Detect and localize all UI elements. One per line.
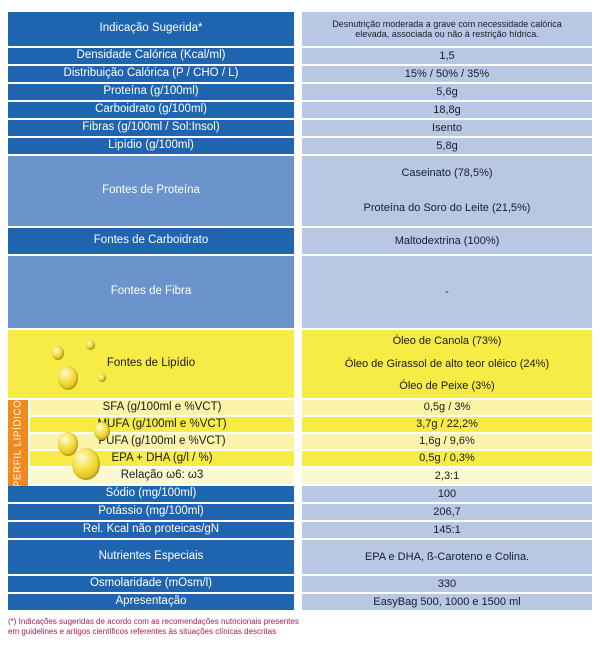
row-label: Proteína (g/100ml): [8, 84, 298, 102]
row-value: 5,6g: [302, 84, 592, 102]
table-row: Osmolaridade (mOsm/l) 330: [8, 576, 592, 594]
row-label: Fontes de Lipídio: [8, 330, 298, 400]
table-row: Lipídio (g/100ml) 5,8g: [8, 138, 592, 156]
row-label: Sódio (mg/100ml): [8, 486, 298, 504]
row-label: Fontes de Carboidrato: [8, 228, 298, 256]
row-label: Relação ω6: ω3: [30, 468, 298, 486]
row-label: SFA (g/100ml e %VCT): [30, 400, 298, 417]
table-row: Densidade Calórica (Kcal/ml) 1,5: [8, 48, 592, 66]
oil-drop-icon: [86, 340, 95, 350]
oil-drop-icon: [98, 374, 106, 382]
row-value: Isento: [302, 120, 592, 138]
row-label: Densidade Calórica (Kcal/ml): [8, 48, 298, 66]
table-row: Nutrientes Especiais EPA e DHA, ß-Carote…: [8, 540, 592, 576]
table-row: EPA + DHA (g/l / %) 0,5g / 0,3%: [8, 451, 592, 468]
row-value: 15% / 50% / 35%: [302, 66, 592, 84]
table-row: SFA (g/100ml e %VCT) 0,5g / 3%: [8, 400, 592, 417]
table-row: Fibras (g/100ml / Sol:Insol) Isento: [8, 120, 592, 138]
oil-drop-icon: [72, 448, 100, 480]
row-value: 1,5: [302, 48, 592, 66]
lipid-profile-band: PERFIL LIPÍDICO: [8, 399, 30, 487]
table-row: Distribuição Calórica (P / CHO / L) 15% …: [8, 66, 592, 84]
table-row: Fontes de Carboidrato Maltodextrina (100…: [8, 228, 592, 256]
row-value: Maltodextrina (100%): [302, 228, 592, 256]
row-label: Indicação Sugerida*: [8, 12, 298, 48]
footnote: (*) Indicações sugeridas de acordo com a…: [8, 617, 299, 636]
oil-drop-icon: [58, 432, 78, 456]
row-value: Desnutrição moderada a grave com necessi…: [302, 12, 592, 48]
row-value: Óleo de Canola (73%) Óleo de Girassol de…: [302, 330, 592, 400]
row-value: 145:1: [302, 522, 592, 540]
row-label: Fibras (g/100ml / Sol:Insol): [8, 120, 298, 138]
table-row: Potássio (mg/100ml) 206,7: [8, 504, 592, 522]
row-value: EasyBag 500, 1000 e 1500 ml: [302, 594, 592, 610]
lipid-source: Óleo de Peixe (3%): [399, 380, 495, 393]
table-row: Fontes de Proteína Caseinato (78,5%) Pro…: [8, 156, 592, 228]
protein-source: Caseinato (78,5%): [401, 167, 493, 180]
row-value: EPA e DHA, ß-Caroteno e Colina.: [302, 540, 592, 576]
row-value: Caseinato (78,5%) Proteína do Soro do Le…: [302, 156, 592, 228]
row-value: 3,7g / 22,2%: [302, 417, 592, 434]
table-row: Fontes de Lipídio Óleo de Canola (73%) Ó…: [8, 330, 592, 400]
nutrition-table: Indicação Sugerida* Desnutrição moderada…: [8, 12, 592, 610]
table-row: Fontes de Fibra -: [8, 256, 592, 330]
table-row: Proteína (g/100ml) 5,6g: [8, 84, 592, 102]
protein-source: Proteína do Soro do Leite (21,5%): [363, 202, 531, 215]
row-value: 1,6g / 9,6%: [302, 434, 592, 451]
row-value: 18,8g: [302, 102, 592, 120]
row-value: 206,7: [302, 504, 592, 522]
row-label: Lipídio (g/100ml): [8, 138, 298, 156]
row-value: 0,5g / 0,3%: [302, 451, 592, 468]
row-label: Rel. Kcal não proteicas/gN: [8, 522, 298, 540]
row-label: Carboidrato (g/100ml): [8, 102, 298, 120]
row-label: Apresentação: [8, 594, 298, 610]
lipid-source: Óleo de Canola (73%): [392, 335, 502, 347]
table-row: Sódio (mg/100ml) 100: [8, 486, 592, 504]
row-label: Fontes de Proteína: [8, 156, 298, 228]
lipid-source: Óleo de Girassol de alto teor oléico (24…: [344, 357, 550, 370]
table-row: Rel. Kcal não proteicas/gN 145:1: [8, 522, 592, 540]
row-label: Fontes de Fibra: [8, 256, 298, 330]
row-value: 0,5g / 3%: [302, 400, 592, 417]
table-row: Apresentação EasyBag 500, 1000 e 1500 ml: [8, 594, 592, 610]
table-row: Carboidrato (g/100ml) 18,8g: [8, 102, 592, 120]
row-label: Osmolaridade (mOsm/l): [8, 576, 298, 594]
row-value: 330: [302, 576, 592, 594]
row-value: -: [302, 256, 592, 330]
row-label: Potássio (mg/100ml): [8, 504, 298, 522]
table-row: Indicação Sugerida* Desnutrição moderada…: [8, 12, 592, 48]
row-value: 5,8g: [302, 138, 592, 156]
oil-drop-icon: [94, 422, 110, 440]
row-label-text: Fontes de Lipídio: [106, 357, 196, 370]
oil-drop-icon: [58, 366, 78, 390]
row-value: 2,3:1: [302, 468, 592, 486]
row-label: Distribuição Calórica (P / CHO / L): [8, 66, 298, 84]
row-label: Nutrientes Especiais: [8, 540, 298, 576]
oil-drop-icon: [52, 346, 64, 360]
row-value: 100: [302, 486, 592, 504]
